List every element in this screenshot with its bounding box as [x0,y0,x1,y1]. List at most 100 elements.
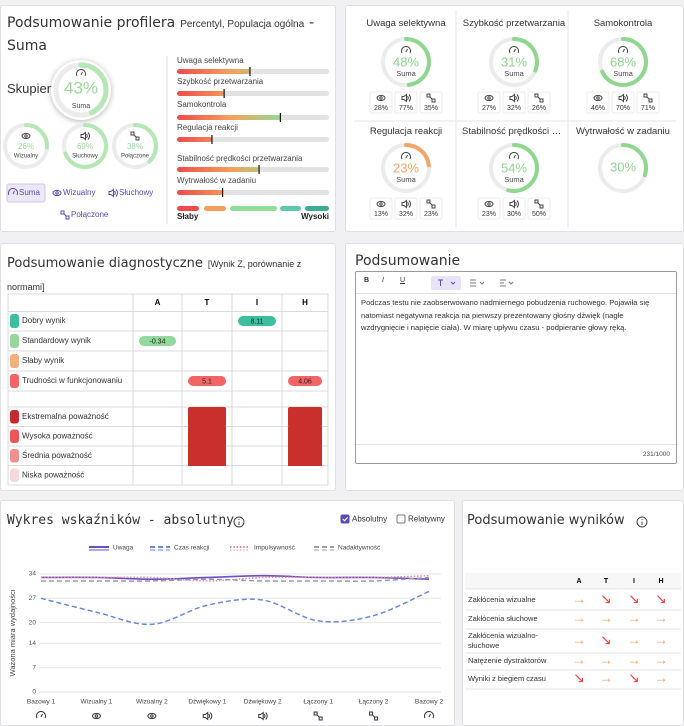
checkbox[interactable] [340,514,350,524]
icon-gauge [76,69,86,77]
tab[interactable]: Wizualny [63,188,95,197]
bar-fill [177,190,223,195]
row-label: Zakłócenia słuchowe [468,614,538,623]
subtitle: Percentyl, Populacja ogólna [180,19,305,30]
icon-link [130,131,140,141]
row-swatch [10,410,19,424]
tab[interactable]: Połączone [71,210,109,219]
icon-link [426,93,436,103]
detail-box [527,197,551,220]
icon-sound [258,711,268,721]
detail-value: 70% [616,105,630,112]
icon-eye [376,94,386,102]
value-label: 5.1 [202,378,212,385]
gauge-arc [112,123,158,169]
toolbar-button[interactable]: U [400,277,406,284]
icon-link [313,711,323,721]
icon-eye [376,200,386,208]
trend-arrow: ↘ [573,670,585,686]
checkbox[interactable] [396,514,406,524]
scale-high: Wysoki [301,212,329,221]
toolbar-button[interactable]: B [364,277,370,284]
column-header: I [256,298,258,307]
icon-link [534,93,544,103]
detail-value: 32% [507,105,521,112]
bar-track [177,137,329,142]
icon-gauge [509,152,519,160]
panel: Podsumowanie diagnostyczne [Wynik Z, poró… [0,243,336,491]
detail-box [419,197,443,220]
icon-align [500,279,514,287]
title-suffix: - Suma [7,15,315,54]
row-label: Niska poważność [22,470,84,479]
tab[interactable]: Słuchowy [119,188,153,197]
value-pill [139,336,176,346]
detail-box [369,91,393,114]
scale-segment [204,206,226,211]
modality-value: 26% [18,142,34,151]
gauge-arc [381,143,431,193]
row-label: Standardowy wynik [22,336,92,345]
gauge-arc [489,143,539,193]
value-label: 4.06 [298,378,312,385]
gauge-value: 30% [610,159,636,174]
panel-title: Podsumowanie profilera Percentyl, Populac… [7,12,325,57]
detail-box [394,91,418,114]
gauge-sub: Suma [504,175,524,184]
icon-eye-pupil [150,714,154,718]
severity-bar [188,446,226,466]
icon-gauge [618,46,628,54]
trend-arrow: → [572,610,586,626]
value-pill [188,376,226,386]
detail-value: 77% [399,105,413,112]
toggle-label[interactable]: Relatywny [408,515,445,524]
detail-value: 27% [482,105,496,112]
trend-arrow: ↘ [600,632,612,648]
subtitle: [Wynik Z, porównanie z normami] [7,259,302,292]
gauge-value: 48% [393,54,419,69]
detail-box [527,91,551,114]
detail-box [477,197,501,220]
gauge-arc [53,62,109,118]
detail-box [611,91,635,114]
toolbar-active[interactable] [431,276,461,290]
gauge-value: 54% [501,160,527,175]
legend-label: Czas reakcji [174,545,209,552]
detail-value: 26% [532,105,546,112]
icon-sound [401,93,411,103]
table-header-bg [8,294,328,311]
y-tick-label: 27 [29,595,37,602]
trend-arrow: → [572,652,586,668]
modality-value: 69% [77,142,93,151]
icon-link [369,711,379,721]
title: Podsumowanie diagnostyczne [7,256,203,271]
icon-eye [484,94,494,102]
table-header-bg [465,573,681,589]
panel-title: Podsumowanie [355,253,461,269]
toolbar-button[interactable]: I [382,277,384,284]
detail-value: 46% [591,105,605,112]
icon-gauge [401,46,411,54]
tab[interactable]: Suma [19,188,40,197]
bar-label: Regulacja reakcji [177,123,238,132]
icon-eye-pupil [379,96,383,100]
gauge-sub: Suma [504,69,524,78]
modality-name: Połączone [121,154,150,160]
main-circle-bg [51,60,111,120]
detail-box [502,91,526,114]
icon-eye-pupil [24,134,28,138]
bar-fill [177,167,260,172]
icon-sound [509,199,519,209]
icon-sound [509,93,519,103]
bar-label: Stabilność prędkości przetwarzania [177,154,303,163]
column-header: T [604,578,609,585]
scale-segment [280,206,301,211]
main-value: 43% [64,78,98,97]
editor-text: Podczas testu nie zaobserwowano nadmiern… [361,298,650,332]
row-label: Dobry wynik [22,316,67,325]
icon-eye-pupil [596,96,600,100]
x-tick-label: Bazowy 2 [415,699,444,706]
bar-fill [177,91,225,96]
toggle-label[interactable]: Absolutny [352,515,387,524]
panel: Podsumowanie wyników A T I H → ↘ ↘ ↘ → → → → → ↘ → → → → → →… [462,500,684,726]
